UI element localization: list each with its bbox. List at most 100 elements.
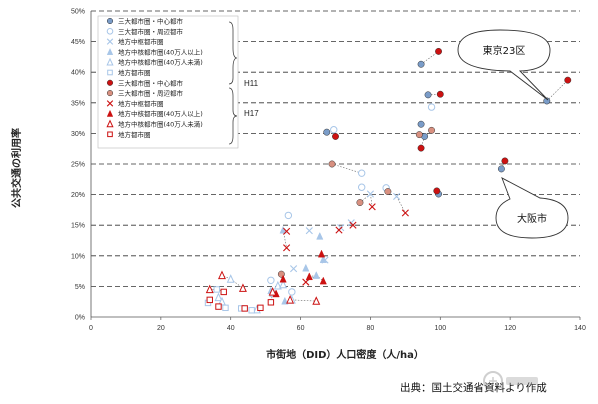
x-tick-labels: 0 20 40 60 80 100 120 140 [89,325,586,332]
y-tick-label: 35% [71,100,85,107]
legend-entry-label: 三大都市圏・周辺都市 [118,89,184,98]
data-point [384,188,392,195]
legend-marker [107,131,113,138]
data-point [283,244,291,252]
legend-entry-label: 地方中枢都市圏 [118,99,164,108]
data-point [323,128,331,136]
data-point [279,274,287,283]
legend-marker [106,90,114,97]
data-point [286,294,295,304]
data-point [357,169,366,177]
data-point [215,303,222,310]
data-point [205,284,214,294]
x-tick-label: 0 [89,325,93,332]
legend-marker [106,100,114,107]
x-tick-label: 60 [297,325,305,332]
callout-osaka: 大阪市 [495,177,569,239]
y-tick-label: 25% [71,162,85,169]
data-point [368,203,376,211]
response-watermark-logo [483,371,538,391]
data-point [288,288,296,296]
y-tick-labels: 0% 5% 10% 15% 20% 25% 30% 35% 40% 45% 50% [71,9,85,322]
x-tick-label: 80 [367,325,375,332]
data-point [222,304,229,312]
x-tick-label: 120 [504,325,516,332]
data-point [366,190,375,198]
change-arrow [359,193,371,203]
callout-osaka-bubble [495,177,569,239]
data-point [415,131,423,139]
legend-entry-label: 地方都市圏 [118,130,151,139]
data-point [312,296,321,305]
data-point [332,133,339,140]
series-h11-0 [323,60,551,198]
data-point [241,305,248,312]
data-point [238,283,247,292]
data-point [356,199,364,207]
data-point [417,60,425,68]
data-point [281,296,289,305]
data-point [417,120,425,128]
data-point [564,76,572,84]
data-point [248,307,255,314]
change-arrow [420,51,439,65]
legend-entry-label: 地方中核都市圏(40万人以上) [118,47,203,56]
data-point [330,126,338,134]
legend-marker [106,28,114,35]
legend-entry-label: 三大都市圏・中心都市 [118,17,184,26]
data-point [435,47,442,55]
series-h17-10 [205,270,321,305]
data-points [204,47,572,314]
series-h11-1 [267,103,436,296]
data-point [424,91,432,99]
callout-osaka-label: 大阪市 [517,212,547,225]
y-tick-label: 30% [71,131,85,138]
data-point [501,157,509,165]
data-point [268,287,277,296]
change-arrow [396,196,406,214]
legend-brace-h11 [228,21,238,85]
data-point [319,276,327,285]
x-tick-label: 140 [574,325,586,332]
legend-entry-label: 地方都市圏 [118,68,151,77]
legend-marker [106,38,114,45]
change-arrows [207,51,568,310]
legend-box [97,15,239,149]
data-point [428,126,436,134]
y-tick-label: 5% [75,284,85,291]
legend-marker [106,17,114,25]
y-tick-label: 50% [71,9,85,16]
data-point [335,226,343,234]
y-tick-label: 10% [71,253,85,260]
legend-group-h11: H11 [244,79,259,88]
data-point [357,183,366,191]
data-point [305,227,313,235]
y-tick-label: 20% [71,192,85,199]
data-point [393,192,401,201]
legend-marker [106,48,114,55]
data-point [305,272,313,281]
change-arrow [546,79,568,102]
x-tick-label: 40 [227,325,235,332]
y-tick-label: 45% [71,39,85,46]
legend-marker [106,109,114,117]
change-arrow [331,163,362,174]
change-arrow [370,193,373,207]
data-point [220,288,227,296]
data-point [217,296,226,306]
y-tick-label: 40% [71,70,85,77]
legend-marker [106,79,114,86]
y-axis-label: 公共交通の利用率 [10,128,23,208]
data-point [497,165,505,173]
x-tick-label: 20 [157,325,165,332]
y-tick-label: 15% [71,223,85,230]
data-point [302,263,310,272]
callout-tokyo-bubble [457,29,551,101]
data-point [433,187,441,195]
data-point [427,103,436,111]
x-axis-label: 市街地（DID）人口密度（人/ha） [266,348,424,361]
data-point [267,276,275,284]
data-point [436,90,444,98]
data-point [273,280,282,290]
